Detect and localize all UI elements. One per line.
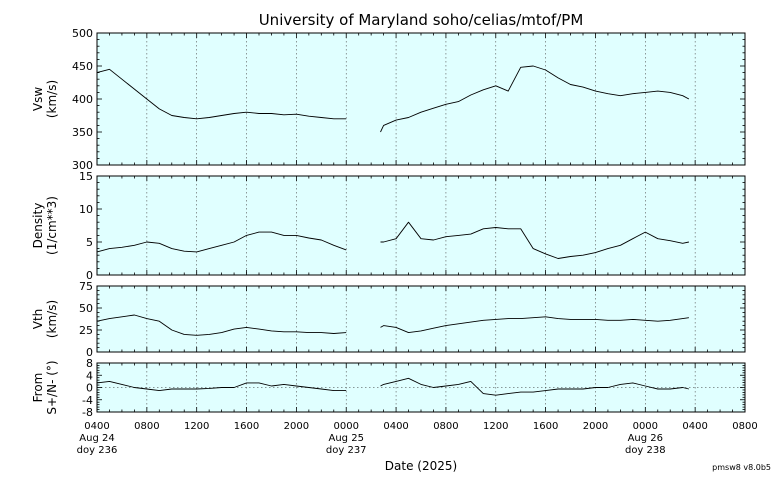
- doy-label: doy 238: [625, 445, 666, 456]
- y-tick-label: 10: [79, 203, 93, 216]
- y-tick-label: 4: [86, 369, 93, 382]
- x-tick-label: 1200: [184, 421, 209, 432]
- plot-area: [96, 175, 746, 276]
- y-axis-label: Density: [31, 203, 45, 249]
- x-tick-label: 0000: [633, 421, 658, 432]
- y-axis-label: S+/N- (°): [45, 360, 59, 414]
- series-line-vsw: [96, 65, 690, 133]
- y-tick-label: 75: [79, 280, 93, 293]
- series-line-from: [96, 377, 690, 396]
- version-label: pmsw8 v8.0b5: [712, 463, 771, 472]
- y-tick-label: -8: [82, 406, 93, 419]
- chart-title: University of Maryland soho/celias/mtof/…: [259, 11, 584, 29]
- y-axis-label: (km/s): [45, 80, 59, 118]
- x-tick-label: 1600: [234, 421, 259, 432]
- y-axis-label: (1/cm**3): [45, 196, 59, 255]
- x-axis-tick-labels: 0400 0800 1200 1600 2000 0000 0400 0800 1200 1600…: [84, 421, 757, 432]
- date-label: Aug 25: [329, 433, 364, 444]
- y-tick-label: 50: [79, 302, 93, 315]
- date-label: Aug 24: [79, 433, 114, 444]
- series-line-vth: [96, 314, 689, 336]
- doy-label: doy 237: [326, 445, 367, 456]
- y-axis-label: From: [31, 373, 45, 403]
- y-axis-label: (km/s): [45, 300, 59, 338]
- y-tick-label: 500: [72, 27, 93, 40]
- y-tick-label: 0: [86, 269, 93, 282]
- x-tick-label: 2000: [284, 421, 309, 432]
- y-tick-label: 350: [72, 126, 93, 139]
- y-tick-label: 450: [72, 60, 93, 73]
- plot-area: [96, 32, 746, 166]
- x-axis-label: Date (2025): [385, 459, 457, 473]
- y-tick-label: 25: [79, 324, 93, 337]
- y-tick-label: 0: [86, 382, 93, 395]
- y-tick-label: -4: [82, 394, 93, 407]
- y-axis-label: Vsw: [31, 87, 45, 111]
- y-axis-label: Vth: [31, 309, 45, 330]
- y-tick-label: 5: [86, 236, 93, 249]
- y-tick-label: 8: [86, 357, 93, 370]
- panel-density: 0 5 10 15 Density (1/cm**3): [31, 170, 746, 282]
- x-tick-label: 0000: [334, 421, 359, 432]
- x-tick-label: 0800: [433, 421, 458, 432]
- y-tick-label: 0: [86, 346, 93, 359]
- x-tick-label: 1600: [533, 421, 558, 432]
- x-tick-label: 0800: [134, 421, 159, 432]
- y-tick-label: 300: [72, 159, 93, 172]
- x-tick-label: 0400: [682, 421, 707, 432]
- series-line-density: [96, 221, 689, 259]
- x-tick-label: 0400: [383, 421, 408, 432]
- plot-area: [96, 285, 746, 353]
- y-tick-label: 15: [79, 170, 93, 183]
- doy-label: doy 236: [77, 445, 118, 456]
- panel-vth: 0 25 50 75 Vth (km/s): [31, 280, 746, 359]
- panel-vsw: 300 350 400 450 500 Vsw (km/s): [31, 27, 746, 172]
- date-label: Aug 26: [628, 433, 663, 444]
- x-tick-label: 2000: [583, 421, 608, 432]
- x-tick-label: 0800: [732, 421, 757, 432]
- y-tick-label: 400: [72, 93, 93, 106]
- x-tick-label: 0400: [84, 421, 109, 432]
- x-tick-label: 1200: [483, 421, 508, 432]
